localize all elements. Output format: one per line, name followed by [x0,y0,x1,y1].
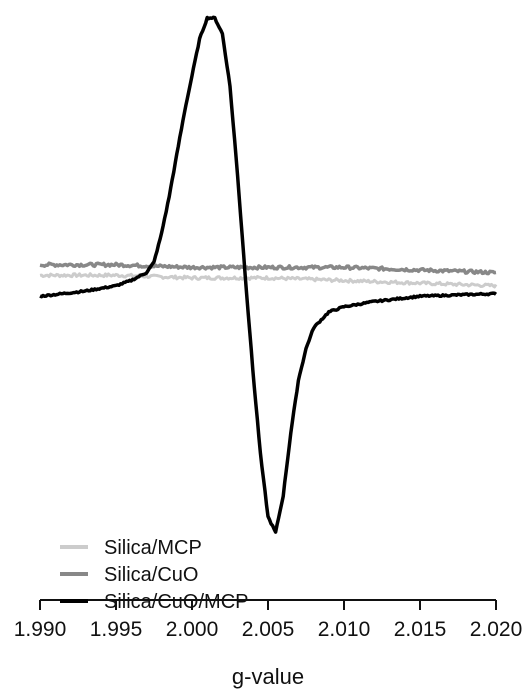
x-tick-label: 2.020 [470,618,523,641]
series-line-3 [39,15,498,534]
series-line-2 [39,261,497,276]
series-layer [39,15,498,534]
x-tick-label: 2.015 [394,618,447,641]
legend-label-3: Silica/CuO/MCP [104,591,248,613]
series-line-1 [39,272,498,289]
legend-label-2: Silica/CuO [104,564,198,586]
x-tick-label: 2.010 [318,618,371,641]
legend: Silica/MCP Silica/CuO Silica/CuO/MCP [60,537,248,613]
x-tick-label: 2.000 [166,618,219,641]
x-tick-label: 1.995 [90,618,143,641]
x-tick-label: 2.005 [242,618,295,641]
x-axis-label: g-value [232,664,304,689]
x-tick-label: 1.990 [14,618,67,641]
legend-label-1: Silica/MCP [104,537,202,559]
x-axis: 1.990 1.995 2.000 2.005 2.010 2.015 2.020 [14,599,523,641]
